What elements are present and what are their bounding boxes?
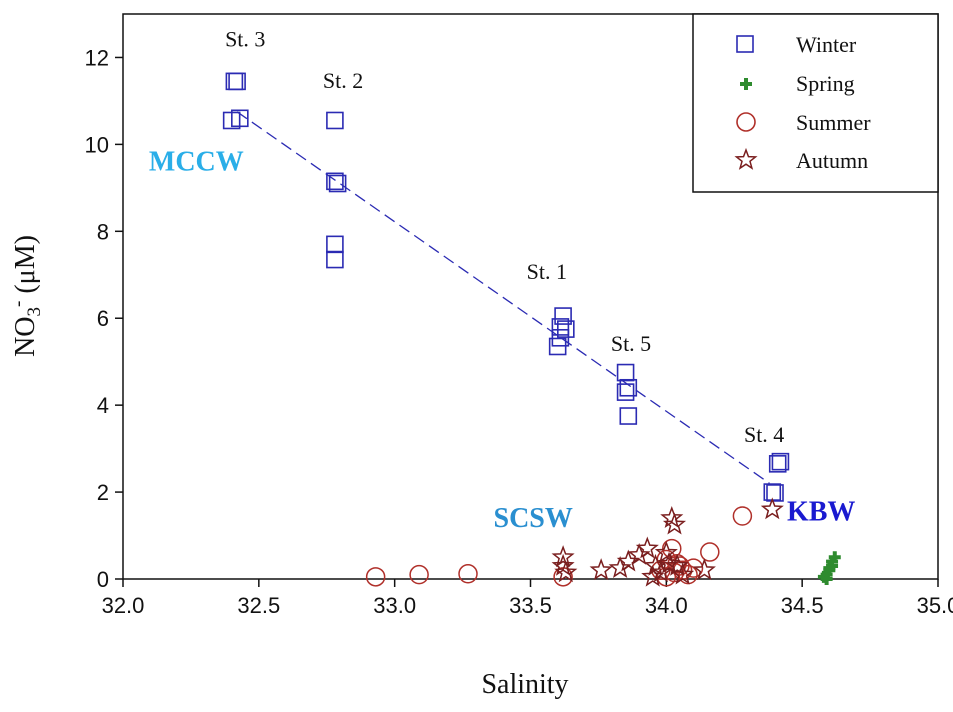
data-point-winter xyxy=(619,378,638,397)
data-point-winter xyxy=(766,484,784,502)
legend: Winter Spring Summer Autumn xyxy=(692,13,939,193)
data-point-autumn xyxy=(660,506,684,528)
annotations-layer: St. 3 St. 2 St. 1 St. 5 St. 4 MCCW SCSW KBW xyxy=(149,27,856,534)
data-point-winter xyxy=(616,363,635,382)
data-point-winter xyxy=(619,407,638,425)
data-point-summer xyxy=(678,564,698,585)
data-point-winter xyxy=(551,318,570,336)
y-tick-label: 2 xyxy=(97,480,109,505)
data-points-layer xyxy=(222,72,841,587)
data-point-summer xyxy=(700,542,720,562)
legend-item-spring: Spring xyxy=(740,71,855,96)
station-label-st5: St. 5 xyxy=(611,331,651,356)
data-point-winter xyxy=(616,383,635,401)
data-point-winter xyxy=(771,452,790,471)
y-tick-label: 0 xyxy=(97,567,109,592)
regression-line xyxy=(236,111,770,484)
y-axis-title-sub: 3 xyxy=(24,307,45,317)
legend-item-autumn: Autumn xyxy=(734,147,868,173)
legend-label-spring: Spring xyxy=(796,71,855,96)
y-tick-label: 8 xyxy=(97,219,109,244)
data-point-autumn xyxy=(760,497,784,520)
x-tick-label: 34.5 xyxy=(781,593,824,618)
data-point-autumn xyxy=(589,558,613,581)
legend-label-winter: Winter xyxy=(796,32,857,57)
station-label-st4: St. 4 xyxy=(744,422,784,447)
water-mass-label-mccw: MCCW xyxy=(149,146,244,177)
data-point-autumn xyxy=(627,542,651,565)
x-tick-label: 33.5 xyxy=(509,593,552,618)
data-point-autumn xyxy=(551,553,575,576)
fit-line-layer xyxy=(236,111,770,484)
x-tick-label: 33.0 xyxy=(373,593,416,618)
x-tick-label: 32.0 xyxy=(102,593,145,618)
data-point-winter xyxy=(326,111,344,130)
x-axis-title: Salinity xyxy=(481,669,568,700)
legend-circle-icon xyxy=(736,112,756,132)
y-tick-label: 12 xyxy=(85,45,109,70)
data-point-spring xyxy=(826,555,839,568)
data-point-autumn xyxy=(641,564,665,587)
data-point-winter xyxy=(326,250,344,269)
legend-square-icon xyxy=(736,35,754,53)
data-point-winter xyxy=(228,72,246,91)
legend-star-icon xyxy=(734,147,758,170)
data-point-autumn xyxy=(608,555,632,578)
data-point-autumn xyxy=(616,549,640,572)
y-axis-title: NO3- (μM) xyxy=(8,235,45,357)
data-point-autumn xyxy=(657,551,681,574)
data-point-autumn xyxy=(692,558,716,581)
data-point-winter xyxy=(768,455,787,473)
y-tick-label: 4 xyxy=(97,393,109,418)
legend-label-summer: Summer xyxy=(796,110,871,135)
x-axis: 32.0 32.5 33.0 33.5 34.0 34.5 35.0 xyxy=(102,579,953,618)
y-axis-title-main: NO xyxy=(10,316,41,356)
legend-item-summer: Summer xyxy=(736,110,871,135)
y-tick-label: 6 xyxy=(97,306,109,331)
data-point-winter xyxy=(326,172,344,191)
data-point-spring xyxy=(823,562,836,575)
station-label-st1: St. 1 xyxy=(527,259,567,284)
data-point-summer xyxy=(732,506,753,526)
data-point-winter xyxy=(554,307,572,325)
station-label-st2: St. 2 xyxy=(323,68,363,93)
legend-item-winter: Winter xyxy=(736,32,857,57)
data-point-autumn xyxy=(554,560,578,583)
data-point-summer xyxy=(365,567,386,587)
data-point-autumn xyxy=(551,545,575,568)
water-mass-label-scsw: SCSW xyxy=(494,503,573,534)
data-point-autumn xyxy=(665,553,689,576)
data-point-winter xyxy=(548,337,567,356)
x-tick-label: 35.0 xyxy=(917,593,953,618)
data-point-summer xyxy=(409,564,429,585)
y-axis-title-sup: - xyxy=(8,301,29,307)
x-tick-label: 32.5 xyxy=(237,593,280,618)
y-axis: 0 2 4 6 8 10 12 xyxy=(85,45,123,592)
data-point-winter xyxy=(231,109,249,128)
data-point-winter xyxy=(328,174,347,193)
data-point-summer xyxy=(458,564,478,584)
data-point-spring xyxy=(820,573,833,585)
data-point-winter xyxy=(326,235,344,254)
station-label-st3: St. 3 xyxy=(225,27,265,52)
legend-plus-icon xyxy=(740,78,752,90)
water-mass-label-kbw: KBW xyxy=(787,496,855,527)
data-point-autumn xyxy=(654,540,678,563)
data-point-autumn xyxy=(635,536,659,559)
y-tick-label: 10 xyxy=(85,132,109,157)
legend-box xyxy=(692,13,939,193)
data-point-autumn xyxy=(662,512,687,535)
x-tick-label: 34.0 xyxy=(645,593,688,618)
legend-label-autumn: Autumn xyxy=(796,148,868,173)
y-axis-title-unit: (μM) xyxy=(10,235,41,301)
